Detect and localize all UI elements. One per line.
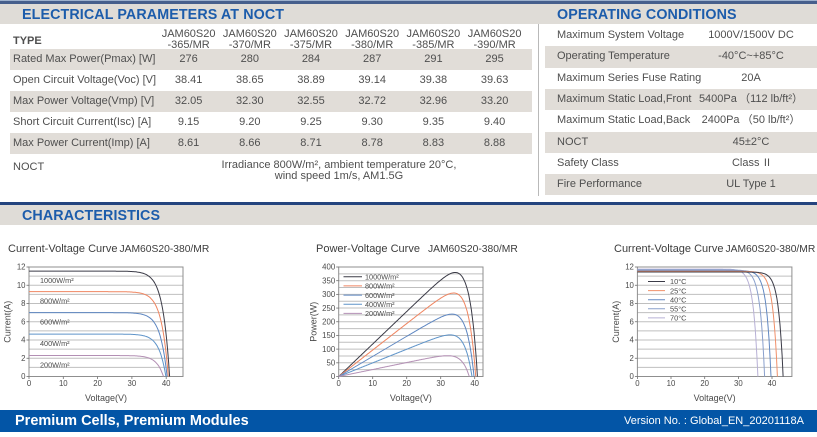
svg-text:350: 350 [322,276,336,285]
svg-text:1000W/m²: 1000W/m² [365,273,399,282]
svg-text:12: 12 [17,263,26,272]
svg-text:70°C: 70°C [670,314,687,323]
svg-text:30: 30 [734,379,743,388]
svg-text:4: 4 [21,336,26,345]
svg-text:800W/m²: 800W/m² [40,297,70,306]
svg-text:150: 150 [322,331,336,340]
svg-text:10: 10 [368,379,377,388]
svg-text:4: 4 [630,336,635,345]
svg-text:55°C: 55°C [670,305,687,314]
svg-text:Current(A): Current(A) [3,301,13,343]
svg-text:8: 8 [630,299,634,308]
svg-text:50: 50 [327,359,336,368]
svg-text:25°C: 25°C [670,286,687,295]
svg-text:400W/m²: 400W/m² [40,339,70,348]
svg-text:Voltage(V): Voltage(V) [694,393,736,403]
svg-text:10°C: 10°C [670,277,687,286]
svg-text:6: 6 [630,317,634,326]
svg-text:400: 400 [322,263,336,272]
svg-text:10: 10 [59,379,68,388]
svg-text:2: 2 [630,354,634,363]
svg-text:0: 0 [27,379,32,388]
svg-text:Voltage(V): Voltage(V) [390,393,432,403]
svg-text:1000W/m²: 1000W/m² [40,276,74,285]
svg-text:0: 0 [21,372,26,381]
svg-text:40: 40 [470,379,479,388]
svg-text:10: 10 [625,281,634,290]
svg-text:400W/m²: 400W/m² [365,300,395,309]
svg-text:40: 40 [162,379,171,388]
svg-text:0: 0 [635,379,640,388]
svg-text:40: 40 [768,379,777,388]
svg-text:Current(A): Current(A) [611,301,621,343]
svg-text:2: 2 [21,354,25,363]
svg-text:12: 12 [625,263,634,272]
svg-text:250: 250 [322,304,336,313]
svg-text:20: 20 [700,379,709,388]
svg-text:6: 6 [21,317,25,326]
svg-text:8: 8 [21,299,25,308]
svg-text:200W/m²: 200W/m² [40,361,70,370]
svg-text:Power(W): Power(W) [309,302,319,342]
svg-text:0: 0 [331,372,336,381]
svg-text:10: 10 [667,379,676,388]
svg-text:200W/m²: 200W/m² [365,309,395,318]
svg-text:40°C: 40°C [670,295,687,304]
svg-text:Voltage(V): Voltage(V) [85,393,127,403]
svg-text:0: 0 [337,379,342,388]
svg-text:600W/m²: 600W/m² [40,318,70,327]
svg-text:200: 200 [322,317,336,326]
svg-text:600W/m²: 600W/m² [365,291,395,300]
svg-text:100: 100 [322,345,336,354]
svg-text:10: 10 [17,281,26,290]
svg-text:20: 20 [402,379,411,388]
svg-text:30: 30 [436,379,445,388]
svg-text:300: 300 [322,290,336,299]
svg-text:0: 0 [630,372,635,381]
svg-text:30: 30 [128,379,137,388]
svg-text:800W/m²: 800W/m² [365,282,395,291]
svg-text:20: 20 [93,379,102,388]
